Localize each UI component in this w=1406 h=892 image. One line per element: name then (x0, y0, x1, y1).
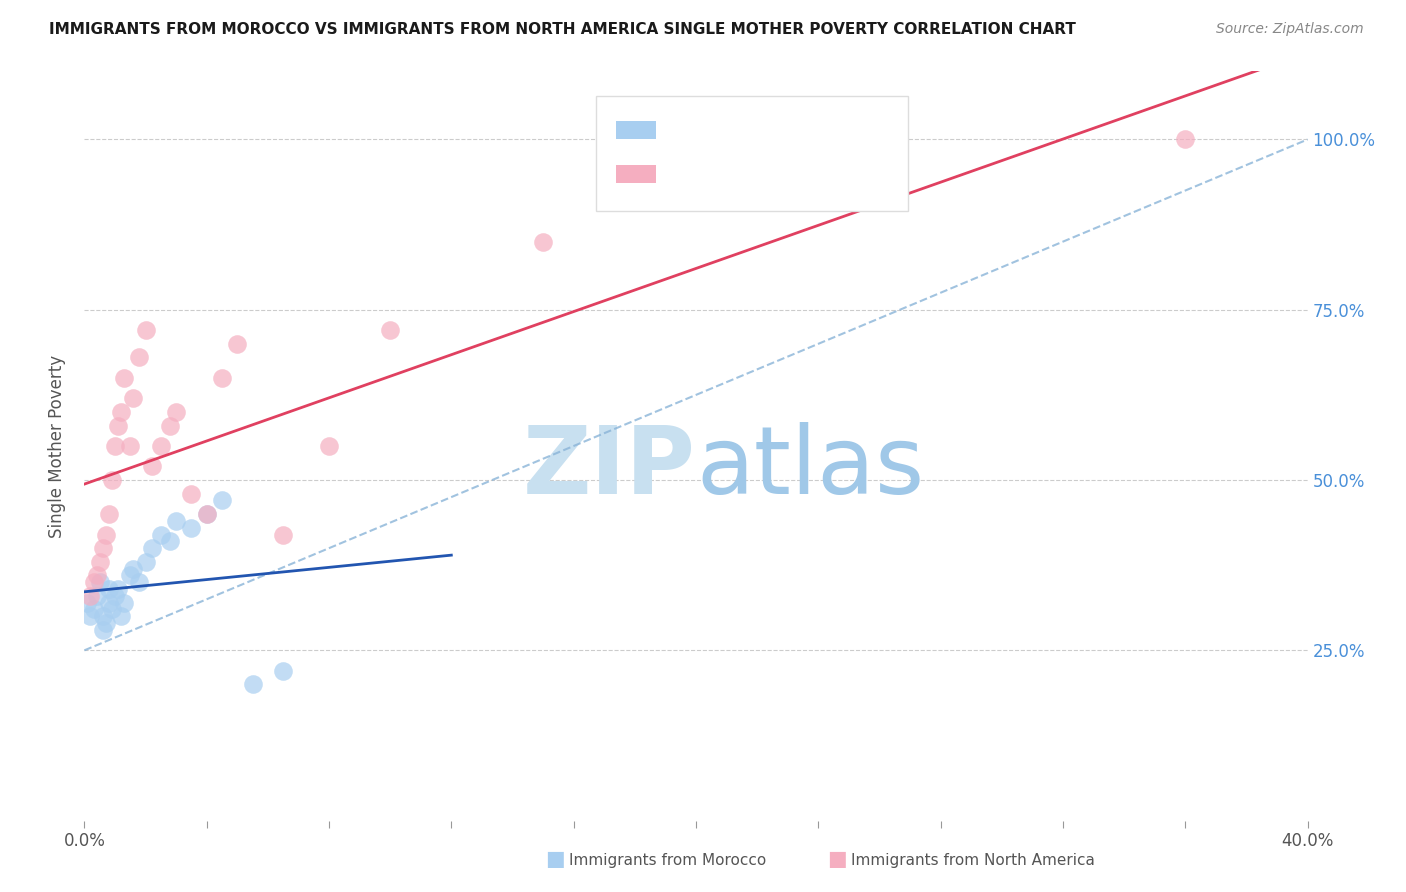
Point (122, 392, 145, 406)
Point (89, 575, 111, 590)
Point (226, 336, 249, 351)
Point (97, 582, 120, 596)
Point (271, 527, 294, 541)
Point (101, 473, 124, 487)
Point (91, 541, 114, 556)
Text: 28: 28 (855, 113, 880, 131)
Point (195, 507, 218, 521)
Text: 0.250: 0.250 (723, 113, 780, 131)
Bar (616, 121, 655, 139)
Point (211, 371, 233, 385)
Point (107, 582, 129, 596)
Point (141, 459, 163, 474)
Point (104, 589, 127, 603)
Text: ■: ■ (827, 849, 846, 869)
Point (86, 589, 108, 603)
Point (110, 405, 132, 419)
Point (135, 323, 157, 337)
Text: IMMIGRANTS FROM MOROCCO VS IMMIGRANTS FROM NORTH AMERICA SINGLE MOTHER POVERTY C: IMMIGRANTS FROM MOROCCO VS IMMIGRANTS FR… (49, 22, 1076, 37)
Point (110, 609, 132, 624)
Point (531, 235, 554, 249)
Point (79, 609, 101, 624)
Point (271, 664, 294, 678)
FancyBboxPatch shape (596, 96, 908, 211)
Text: 0.716: 0.716 (723, 160, 780, 178)
Point (94, 527, 117, 541)
Text: 29: 29 (855, 160, 880, 178)
Point (104, 439, 127, 453)
Point (91, 623, 114, 637)
Point (83, 602, 105, 616)
Point (120, 568, 142, 582)
Point (211, 493, 233, 508)
Point (91, 609, 114, 624)
Point (97, 596, 120, 610)
Point (86, 568, 108, 582)
Point (112, 596, 135, 610)
Point (112, 371, 135, 385)
Point (122, 561, 145, 575)
Text: Immigrants from North America: Immigrants from North America (851, 854, 1094, 868)
Text: N =: N = (787, 113, 839, 131)
Point (159, 534, 181, 549)
Point (149, 439, 172, 453)
Text: ■: ■ (546, 849, 565, 869)
Point (89, 555, 111, 569)
Point (94, 616, 117, 631)
Point (128, 351, 150, 365)
Y-axis label: Single Mother Poverty: Single Mother Poverty (48, 354, 66, 538)
Point (165, 514, 187, 528)
Bar (616, 165, 655, 183)
Point (135, 555, 157, 569)
Point (107, 418, 129, 433)
Text: R =: R = (672, 160, 710, 178)
Point (79, 589, 101, 603)
Point (380, 323, 402, 337)
Point (180, 521, 202, 535)
Point (180, 486, 202, 500)
Text: Source: ZipAtlas.com: Source: ZipAtlas.com (1216, 22, 1364, 37)
Text: N =: N = (787, 160, 839, 178)
Point (318, 439, 340, 453)
Text: Immigrants from Morocco: Immigrants from Morocco (569, 854, 766, 868)
Point (76, 596, 98, 610)
Text: R =: R = (672, 113, 710, 131)
Point (195, 507, 218, 521)
Point (149, 527, 172, 541)
Point (83, 575, 105, 590)
Point (1174, 132, 1197, 146)
Text: atlas: atlas (696, 423, 924, 515)
Point (165, 405, 187, 419)
Point (101, 602, 124, 616)
Point (128, 575, 150, 590)
Point (242, 677, 264, 691)
Point (120, 439, 142, 453)
Text: ZIP: ZIP (523, 423, 696, 515)
Point (159, 418, 181, 433)
Point (97, 507, 120, 521)
Point (141, 541, 163, 556)
